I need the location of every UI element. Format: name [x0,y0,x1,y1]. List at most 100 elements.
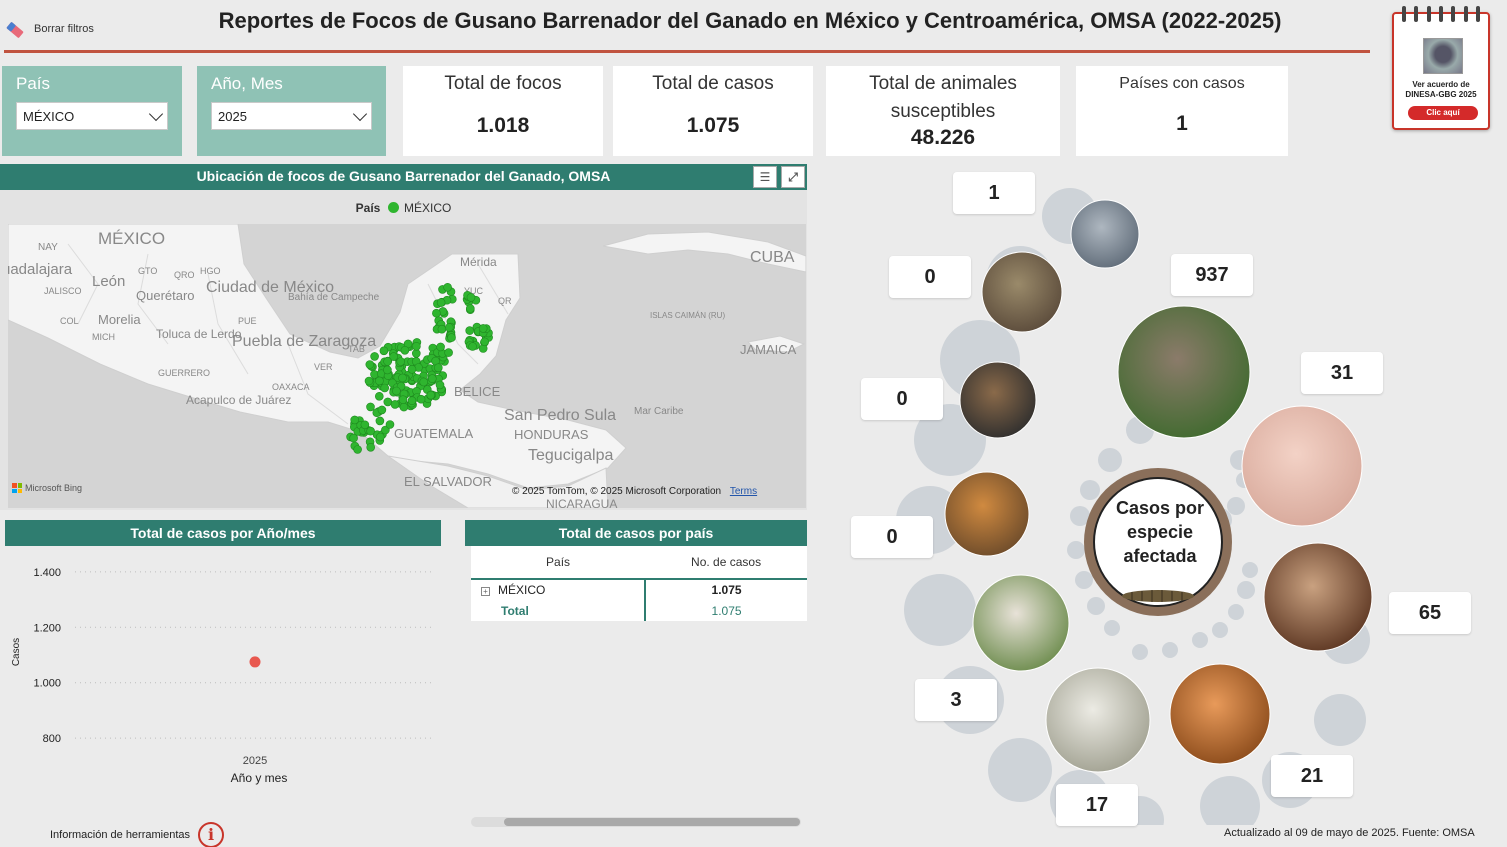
info-icon[interactable]: i [198,822,225,847]
outbreak-point[interactable] [375,376,384,386]
outbreak-point[interactable] [381,425,390,435]
expand-icon[interactable]: + [481,587,490,596]
species-photo-oveja[interactable] [1045,667,1151,773]
outbreak-point[interactable] [436,342,445,352]
outbreak-point[interactable] [364,376,374,386]
map-legend-item: MÉXICO [404,201,452,215]
column-header-country[interactable]: País [471,546,646,580]
outbreak-point[interactable] [437,324,447,334]
tools-info[interactable]: Información de herramientas i [50,822,225,847]
decor-bubble [1098,448,1122,472]
table-total-row: Total 1.075 [471,600,807,621]
outbreak-point[interactable] [416,394,426,404]
data-point[interactable] [249,656,261,668]
outbreak-point[interactable] [444,348,453,357]
outbreak-point[interactable] [412,342,421,351]
outbreak-point[interactable] [480,337,490,347]
map-header: Ubicación de focos de Gusano Barrenador … [0,164,807,190]
year-month-slicer-label: Año, Mes [211,74,283,93]
outbreak-point[interactable] [398,395,408,404]
country-dropdown[interactable]: MÉXICO [16,102,168,130]
map-label: HGO [200,266,221,276]
map-label: Morelia [98,312,141,327]
outbreak-point[interactable] [383,365,392,375]
terms-link[interactable]: Terms [729,486,758,497]
map-legend: País MÉXICO [0,201,807,215]
outbreak-point[interactable] [375,432,385,442]
outbreak-point[interactable] [426,390,436,400]
outbreak-point[interactable] [350,415,360,425]
outbreak-point[interactable] [396,357,406,366]
outbreak-point[interactable] [411,349,421,358]
outbreak-point[interactable] [380,383,390,393]
outbreak-point[interactable] [379,346,389,356]
outbreak-point[interactable] [383,397,393,407]
y-tick-label: 1.000 [33,678,61,690]
species-photo-ave[interactable] [1070,199,1140,269]
outbreak-point[interactable] [427,374,437,383]
species-photo-bovino-bufalo[interactable] [981,251,1063,333]
year-month-dropdown[interactable]: 2025 [211,102,372,130]
outbreak-point[interactable] [365,360,375,369]
outbreak-point[interactable] [443,282,452,292]
species-photo-bovino[interactable] [1117,305,1251,439]
outbreak-point[interactable] [419,377,429,387]
outbreak-point[interactable] [435,380,445,390]
total-label: Total [501,603,529,618]
outbreak-point[interactable] [478,324,488,333]
map-label: HONDURAS [514,427,589,442]
outbreak-point[interactable] [366,402,375,412]
outbreak-point[interactable] [366,443,376,452]
outbreak-point[interactable] [407,365,417,374]
outbreak-point[interactable] [383,357,392,366]
species-photo-perro[interactable] [1169,663,1271,765]
outbreak-point[interactable] [398,373,407,383]
species-photo-gato[interactable] [944,471,1030,557]
species-center-label: Casos por especie afectada [1096,470,1224,610]
scrollbar-thumb[interactable] [504,818,800,826]
species-photo-cerdo[interactable] [1241,405,1363,527]
outbreak-point[interactable] [385,420,395,429]
map-label: YUC [464,286,484,296]
outbreak-point[interactable] [370,352,379,361]
outbreak-point[interactable] [433,363,443,372]
outbreak-point[interactable] [468,342,477,351]
agreement-calendar-link[interactable]: Ver acuerdo de DINESA-GBG 2025 Clic aquí [1392,6,1490,130]
clear-filters-button[interactable]: Borrar filtros [4,14,124,44]
species-photo-caballo[interactable] [1263,542,1373,652]
map-canvas[interactable]: MÉXICO NAY uadalajara León GTO QRO HGO J… [8,224,806,508]
cases-by-month-panel: Total de casos por Año/mes 800 1.000 1.200… [5,520,441,800]
outbreak-point[interactable] [432,308,441,318]
species-photo-gallina[interactable] [959,361,1037,439]
species-photo-cabra[interactable] [972,574,1070,672]
bing-logo: Microsoft Bing [12,483,82,493]
click-here-button[interactable]: Clic aquí [1408,106,1478,120]
focus-mode-icon[interactable]: ⤢ [781,166,805,188]
outbreak-point[interactable] [407,396,417,405]
outbreak-point[interactable] [444,323,454,332]
outbreak-point[interactable] [392,386,401,396]
outbreak-point[interactable] [465,304,475,313]
outbreak-point[interactable] [390,400,400,409]
outbreak-point[interactable] [400,346,410,355]
outbreak-point[interactable] [374,392,384,401]
outbreak-point[interactable] [349,433,358,443]
outbreak-point[interactable] [447,333,456,342]
outbreak-point[interactable] [436,298,446,307]
outbreak-point[interactable] [465,326,475,335]
outbreak-point[interactable] [375,416,385,426]
filter-icon[interactable]: ☰ [753,166,777,188]
kpi-label: Países con casos [1119,75,1245,92]
outbreak-point[interactable] [399,402,409,412]
outbreak-point[interactable] [377,405,387,415]
decor-bubble [1087,597,1105,615]
outbreak-point[interactable] [353,445,362,454]
outbreak-point[interactable] [389,352,398,361]
decor-bubble [1067,541,1085,559]
outbreak-point[interactable] [360,420,370,430]
table-row[interactable]: + MÉXICO 1.075 [471,579,807,600]
column-header-cases[interactable]: No. de casos [645,546,807,580]
outbreak-point[interactable] [366,426,375,436]
cases-chart[interactable]: 800 1.000 1.200 1.400 2025 Año y mes Casos [5,546,441,800]
outbreak-point[interactable] [466,293,476,302]
